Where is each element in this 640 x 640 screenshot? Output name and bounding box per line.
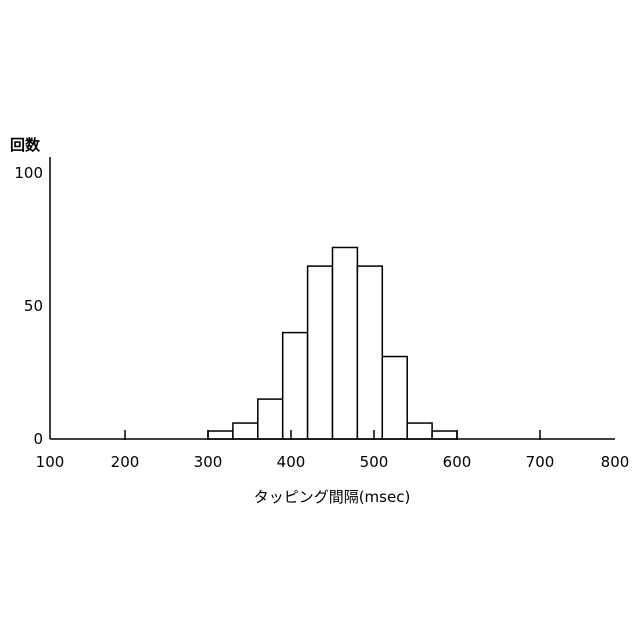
histogram-bar-1 [233, 423, 258, 439]
histogram-bar-8 [407, 423, 432, 439]
histogram-bar-7 [382, 357, 407, 439]
histogram-bar-6 [357, 266, 382, 439]
y-tick-label: 100 [14, 164, 43, 182]
x-tick-label: 800 [601, 453, 630, 471]
y-tick-label: 0 [33, 430, 43, 448]
x-tick-label: 700 [526, 453, 555, 471]
y-axis-label: 回数 [10, 136, 41, 154]
histogram-bar-9 [432, 431, 457, 439]
x-tick-label: 200 [111, 453, 140, 471]
x-axis-label: タッピング間隔(msec) [254, 488, 411, 506]
histogram-bar-2 [258, 399, 283, 439]
x-tick-label: 600 [443, 453, 472, 471]
histogram-bar-0 [208, 431, 233, 439]
histogram-bar-4 [308, 266, 333, 439]
x-tick-label: 100 [36, 453, 65, 471]
x-tick-label: 500 [360, 453, 389, 471]
y-tick-label: 50 [24, 297, 43, 315]
x-tick-label: 300 [194, 453, 223, 471]
histogram-bar-5 [333, 247, 358, 439]
x-tick-label: 400 [277, 453, 306, 471]
histogram-bar-3 [283, 333, 308, 439]
